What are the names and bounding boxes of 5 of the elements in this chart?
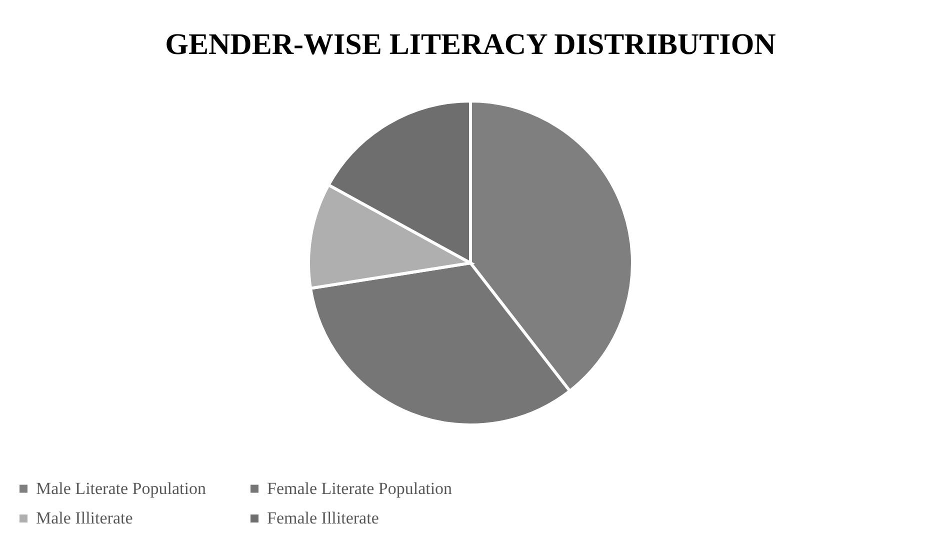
legend-label: Male Illiterate: [36, 508, 133, 528]
chart-title: GENDER-WISE LITERACY DISTRIBUTION: [165, 28, 776, 61]
legend-label: Male Literate Population: [36, 478, 206, 498]
legend-label: Female Literate Population: [267, 478, 453, 498]
legend-label: Female Illiterate: [267, 508, 379, 528]
